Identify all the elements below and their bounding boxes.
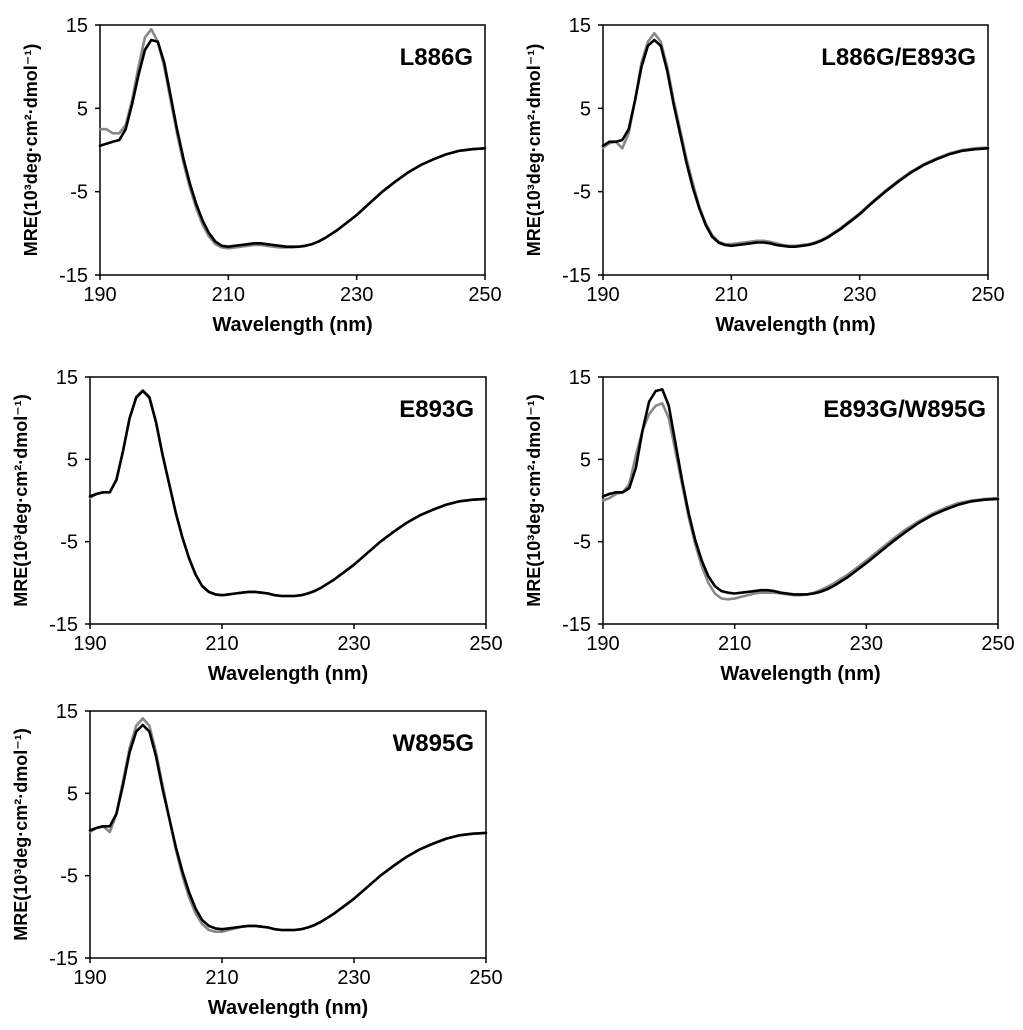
- y-tick-label: 15: [66, 15, 88, 37]
- plot-frame: [89, 710, 487, 959]
- y-tick-label: -5: [573, 532, 591, 554]
- panel-title: W895G: [393, 730, 474, 757]
- chart-panel-3: 190 210 230 250 15 5 -5 -15 Wavelength (nm) MRE(1…: [11, 367, 503, 685]
- panel-title: L886G/E893G: [821, 44, 976, 71]
- panel-title: L886G: [400, 44, 473, 71]
- chart-panel-2: 190 210 230 250 15 5 -5 -15 Wavelength (nm) MRE(1…: [524, 15, 1005, 336]
- series-line-1: [601, 388, 1000, 596]
- y-tick-label: -5: [70, 182, 88, 204]
- y-axis-label: MRE(10³deg·cm²·dmol⁻¹): [11, 394, 31, 607]
- x-tick-label: 210: [205, 967, 238, 989]
- x-axis-label: Wavelength (nm): [208, 663, 368, 685]
- plot-frame: [99, 24, 486, 276]
- x-axis-label: Wavelength (nm): [720, 663, 880, 685]
- y-tick-label: 15: [569, 367, 591, 389]
- y-tick-label: 15: [56, 701, 78, 723]
- plot-frame: [89, 376, 487, 625]
- y-tick-label: 5: [67, 449, 78, 471]
- y-tick-label: 5: [580, 98, 591, 120]
- x-axis-label: Wavelength (nm): [715, 314, 875, 336]
- x-tick-label: 210: [205, 633, 238, 655]
- chart-panel-4: 190 210 230 250 15 5 -5 -15 Wavelength (nm) MRE(1…: [524, 367, 1015, 685]
- y-axis-label: MRE(10³deg·cm²·dmol⁻¹): [11, 728, 31, 941]
- y-tick-label: -15: [49, 614, 78, 636]
- chart-panel-1: 190 210 230 250 15 5 -5 -15 Wavelength (nm) MRE(1…: [21, 15, 502, 336]
- series-line-1: [88, 389, 488, 598]
- x-tick-label: 190: [586, 284, 619, 306]
- y-tick-label: -15: [59, 265, 88, 287]
- y-tick-label: -15: [562, 265, 591, 287]
- x-tick-label: 190: [73, 967, 106, 989]
- x-tick-label: 210: [715, 284, 748, 306]
- x-axis-label: Wavelength (nm): [212, 314, 372, 336]
- y-axis-label: MRE(10³deg·cm²·dmol⁻¹): [21, 44, 41, 257]
- series-line-1: [88, 723, 488, 932]
- series-line-2: [601, 402, 1000, 601]
- x-tick-label: 230: [337, 967, 370, 989]
- y-tick-label: 5: [77, 98, 88, 120]
- x-tick-label: 190: [73, 633, 106, 655]
- x-tick-label: 210: [212, 284, 245, 306]
- x-tick-label: 250: [981, 633, 1014, 655]
- y-axis-label: MRE(10³deg·cm²·dmol⁻¹): [524, 394, 544, 607]
- y-tick-label: -5: [573, 182, 591, 204]
- y-tick-label: -15: [49, 948, 78, 970]
- series-line-1: [601, 38, 990, 248]
- y-tick-label: 5: [580, 449, 591, 471]
- x-tick-label: 250: [469, 633, 502, 655]
- panel-title: E893G/W895G: [823, 396, 986, 423]
- x-tick-label: 190: [83, 284, 116, 306]
- plot-frame: [602, 24, 989, 276]
- y-tick-label: 5: [67, 783, 78, 805]
- x-tick-label: 210: [718, 633, 751, 655]
- x-tick-label: 230: [340, 284, 373, 306]
- series-line-1: [98, 38, 487, 248]
- x-tick-label: 230: [337, 633, 370, 655]
- y-tick-label: -5: [60, 866, 78, 888]
- y-axis-label: MRE(10³deg·cm²·dmol⁻¹): [524, 44, 544, 257]
- y-tick-label: 15: [569, 15, 591, 37]
- x-tick-label: 250: [469, 967, 502, 989]
- y-tick-label: -5: [60, 532, 78, 554]
- x-tick-label: 230: [850, 633, 883, 655]
- y-tick-label: 15: [56, 367, 78, 389]
- chart-panel-5: 190 210 230 250 15 5 -5 -15 Wavelength (nm) MRE(1…: [11, 701, 503, 1019]
- panel-title: E893G: [399, 396, 474, 423]
- x-axis-label: Wavelength (nm): [208, 997, 368, 1019]
- x-tick-label: 190: [586, 633, 619, 655]
- x-tick-label: 250: [468, 284, 501, 306]
- y-tick-label: -15: [562, 614, 591, 636]
- x-tick-label: 250: [971, 284, 1004, 306]
- x-tick-label: 230: [843, 284, 876, 306]
